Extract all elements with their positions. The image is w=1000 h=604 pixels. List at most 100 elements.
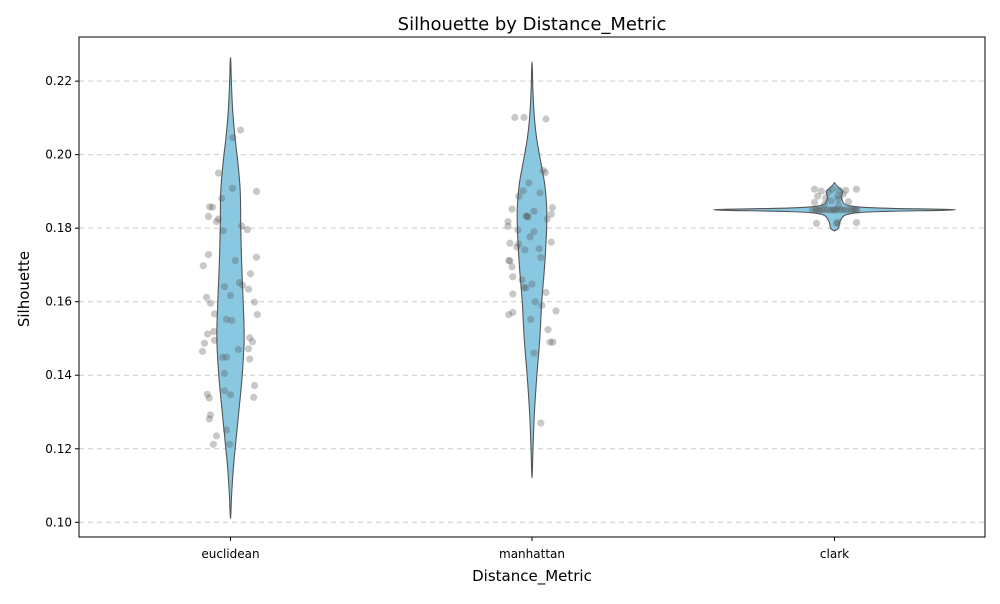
data-point-euclidean [244,345,253,353]
data-point-manhattan [538,301,546,309]
data-point-clark [829,206,837,214]
y-tick-label: 0.14 [45,368,72,382]
data-point-clark [812,219,821,227]
data-point-euclidean [204,330,212,338]
data-point-euclidean [205,415,213,423]
data-point-manhattan [521,246,529,254]
data-point-clark [834,201,843,209]
data-point-manhattan [509,308,517,316]
data-point-clark [850,206,858,214]
data-point-clark [838,206,847,214]
data-point-euclidean [229,134,237,142]
data-point-clark [820,206,829,214]
y-axis-label: Silhouette [15,251,33,327]
data-point-manhattan [509,273,517,281]
data-point-euclidean [208,203,217,211]
data-point-clark [818,206,826,214]
data-point-manhattan [514,226,522,234]
data-point-clark [827,197,835,205]
y-tick-label: 0.16 [45,295,72,309]
data-point-euclidean [253,310,261,319]
data-point-manhattan [536,189,544,197]
data-point-manhattan [520,113,528,122]
data-point-manhattan [542,115,550,123]
data-point-euclidean [210,310,219,318]
data-point-euclidean [250,381,259,390]
data-point-clark [844,198,853,206]
data-point-euclidean [210,336,219,344]
data-point-euclidean [236,126,245,134]
data-point-euclidean [206,299,215,307]
data-point-euclidean [228,184,237,193]
data-point-euclidean [238,281,247,289]
data-point-euclidean [200,339,209,347]
data-point-manhattan [548,203,557,212]
data-point-manhattan [508,263,516,271]
data-point-clark [824,206,832,214]
data-point-clark [834,195,843,203]
data-point-clark [834,192,842,200]
x-axis-label: Distance_Metric [472,567,592,586]
data-point-euclidean [202,293,211,301]
data-point-manhattan [549,338,557,346]
data-point-clark [815,206,823,214]
data-point-clark [814,192,822,200]
data-point-clark [847,206,855,214]
data-point-euclidean [209,440,217,448]
data-point-clark [830,206,839,214]
point-layer [198,113,861,448]
violin-layer [216,56,957,520]
data-point-manhattan [524,213,532,221]
data-point-euclidean [248,338,257,346]
data-point-euclidean [246,355,254,363]
data-point-euclidean [198,347,207,355]
y-tick-label: 0.12 [45,442,72,456]
data-point-manhattan [522,284,530,292]
data-point-manhattan [542,288,550,297]
data-point-manhattan [547,238,555,246]
data-point-manhattan [504,222,512,230]
y-tick-label: 0.18 [45,221,72,235]
data-point-euclidean [220,387,229,395]
data-point-euclidean [226,291,235,300]
data-point-euclidean [226,440,234,448]
data-point-euclidean [210,327,218,336]
data-point-manhattan [525,179,533,187]
y-tick-label: 0.10 [45,515,72,529]
data-point-euclidean [252,253,261,261]
data-point-manhattan [530,227,538,236]
y-tick-label: 0.22 [45,74,72,88]
data-point-euclidean [219,227,227,235]
data-point-euclidean [226,391,235,399]
data-point-clark [852,185,861,193]
data-point-euclidean [246,270,255,278]
x-tick-label-manhattan: manhattan [499,547,565,561]
data-point-manhattan [547,210,555,218]
data-point-manhattan [506,239,514,247]
data-point-manhattan [509,290,517,298]
data-point-manhattan [530,349,538,357]
data-point-manhattan [552,307,560,315]
data-point-manhattan [537,419,545,427]
data-point-euclidean [246,334,254,342]
data-point-manhattan [543,215,551,223]
data-point-manhattan [522,212,530,220]
data-point-euclidean [212,217,221,226]
data-point-euclidean [234,345,243,354]
data-point-clark [820,200,829,208]
x-axis-ticks: euclidean manhattan clark [201,537,849,561]
data-point-clark [832,219,841,227]
data-point-euclidean [218,194,226,202]
data-point-manhattan [541,169,549,177]
data-point-clark [824,188,833,196]
data-point-clark [828,185,837,193]
data-point-manhattan [505,256,513,265]
data-point-manhattan [546,338,554,346]
data-point-manhattan [528,280,536,288]
data-point-clark [822,194,830,202]
data-point-clark [808,206,817,214]
data-point-clark [853,206,861,214]
data-point-euclidean [250,298,259,306]
data-point-euclidean [222,426,231,434]
